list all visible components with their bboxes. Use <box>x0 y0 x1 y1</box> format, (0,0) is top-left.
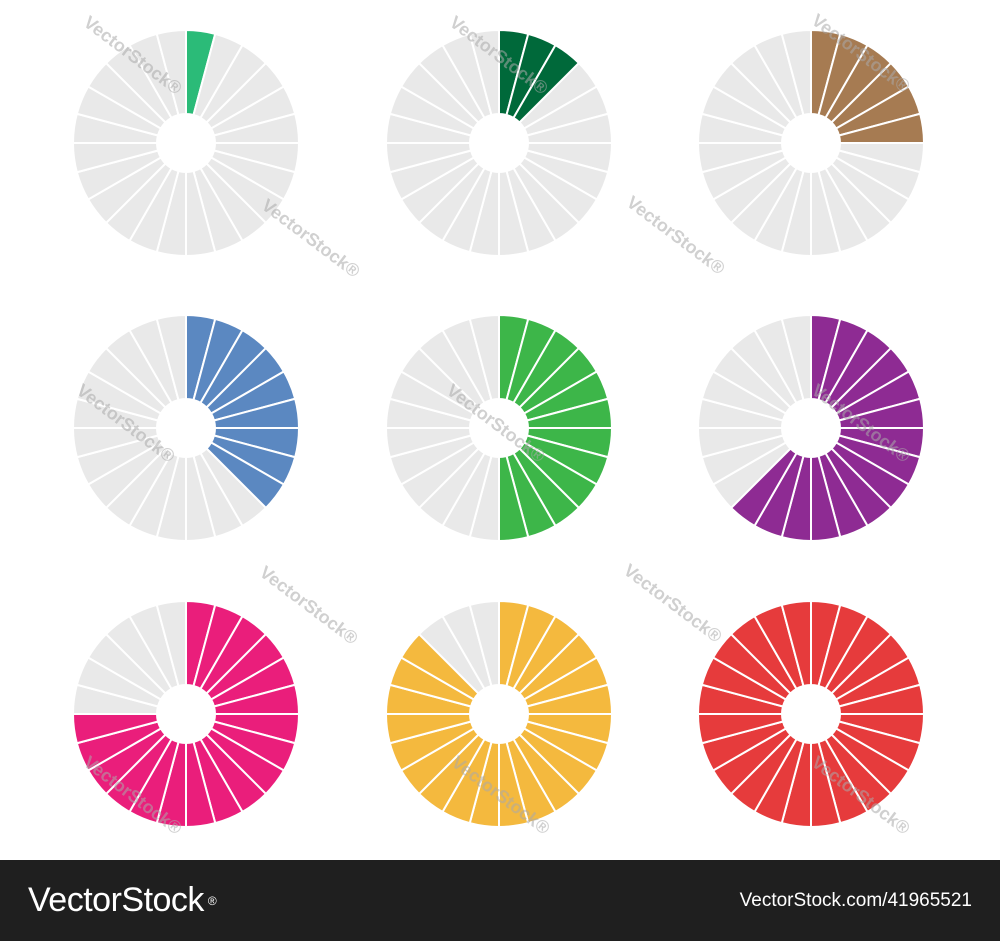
footer-bar: VectorStock ® VectorStock.com/41965521 <box>0 860 1000 941</box>
progress-rings-canvas <box>71 28 926 829</box>
ring-segment-empty <box>155 28 187 117</box>
ring-segment-empty <box>780 28 812 117</box>
ring-segment-empty <box>155 599 187 688</box>
ring-segment-empty <box>468 313 500 402</box>
progress-ring <box>384 313 614 543</box>
registered-mark: ® <box>207 893 217 908</box>
progress-ring <box>384 28 614 258</box>
progress-ring <box>696 313 926 543</box>
ring-segment-empty <box>468 28 500 117</box>
ring-segment-empty <box>780 313 812 402</box>
rings-layer <box>71 28 926 829</box>
progress-ring <box>71 313 301 543</box>
ring-segment-empty <box>155 313 187 402</box>
footer-url: VectorStock.com/41965521 <box>739 889 972 911</box>
progress-ring <box>384 599 614 829</box>
progress-ring <box>71 599 301 829</box>
progress-ring <box>71 28 301 258</box>
progress-ring <box>696 599 926 829</box>
progress-ring <box>696 28 926 258</box>
ring-segment-filled <box>780 599 812 688</box>
footer-logo: VectorStock ® <box>28 881 217 920</box>
ring-segment-empty <box>468 599 500 688</box>
footer-brand: VectorStock <box>28 881 204 919</box>
